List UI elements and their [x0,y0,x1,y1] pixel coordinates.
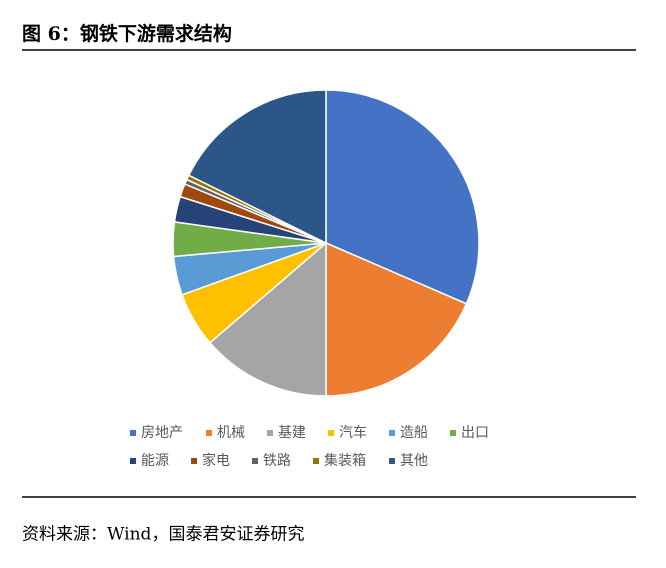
legend-label: 房地产 [141,425,183,441]
legend-swatch [389,458,395,464]
legend-label: 出口 [461,425,489,441]
pie-slice [208,241,327,397]
legend-swatch [130,458,136,464]
legend-swatch [313,458,319,464]
legend-swatch [450,430,456,436]
legend-swatch [328,430,334,436]
legend-label: 家电 [202,452,230,469]
pie-slice [325,89,480,305]
legend-swatch [267,430,273,436]
pie-slice [325,241,468,397]
chart-title: 图 6：钢铁下游需求结构 [22,22,232,45]
legend-swatch [206,430,212,436]
legend-swatch [389,430,395,436]
source-note: 资料来源：Wind，国泰君安证券研究 [22,525,304,545]
legend-label: 能源 [141,453,169,469]
legend-swatch [191,458,197,464]
legend-label: 集装箱 [324,452,366,469]
legend-label: 汽车 [339,424,367,441]
legend-label: 基建 [278,424,306,441]
legend-label: 其他 [400,453,428,469]
legend-label: 造船 [400,425,428,441]
legend-swatch [252,458,258,464]
legend-swatch [130,430,136,436]
pie-slice [187,89,327,245]
legend-label: 机械 [217,425,245,441]
legend-label: 铁路 [263,453,291,469]
